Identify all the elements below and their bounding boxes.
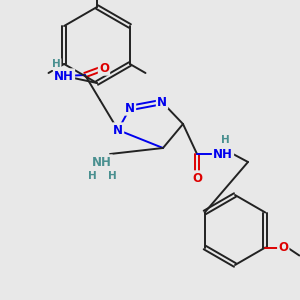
Text: N: N (113, 124, 123, 136)
Text: NH: NH (54, 70, 74, 83)
Text: H: H (220, 135, 230, 145)
Text: N: N (157, 95, 167, 109)
Text: O: O (99, 61, 109, 74)
Text: N: N (125, 101, 135, 115)
Text: H: H (108, 171, 116, 181)
Text: O: O (192, 172, 202, 184)
Text: NH: NH (92, 155, 112, 169)
Text: O: O (278, 241, 288, 254)
Text: H: H (88, 171, 96, 181)
Text: H: H (52, 59, 60, 69)
Text: NH: NH (213, 148, 233, 160)
